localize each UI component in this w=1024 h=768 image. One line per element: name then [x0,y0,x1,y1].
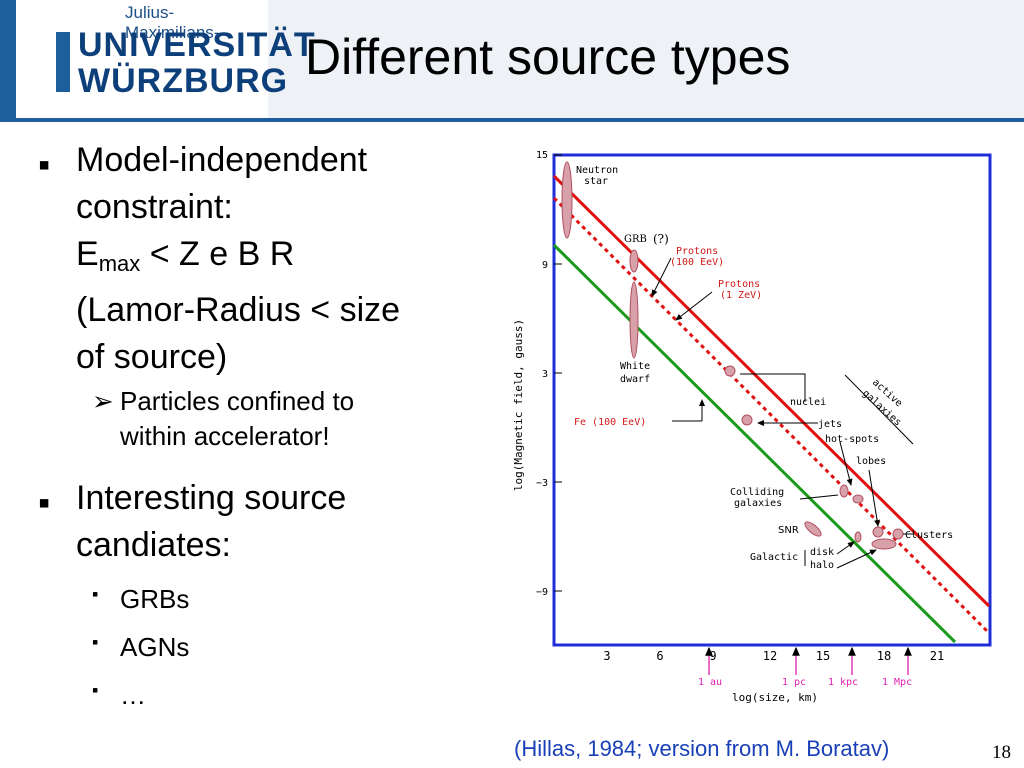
label-protons-1zev-energy: (1 ZeV) [720,290,762,301]
x-tick-label: 6 [656,649,663,663]
label-star: star [584,176,608,187]
y-tick-label: 9 [542,260,548,271]
x-tick-label: 21 [930,649,944,663]
bullet-marker: ▪ [38,146,51,184]
x-tick-label: 9 [709,649,716,663]
ellipse-clusters [892,528,904,540]
bullet-model-independent: Model-independent constraint: Emax < Z e… [76,137,476,381]
sub-bullet-item: GRBs [120,584,190,614]
scale-label-kpc: 1 kpc [828,677,858,688]
sub-bullet-line: within accelerator! [120,421,330,451]
university-logo: Julius-Maximilians- UNIVERSITÄT WÜRZBURG [16,0,315,118]
logo-small-text: Julius-Maximilians- [125,3,220,42]
annotation-lines [651,257,914,569]
label-protons-100eev: Protons [676,246,718,257]
ellipse-lobes [839,484,849,498]
label-fe: Fe (100 EeV) [574,417,646,428]
bullet-line: Model-independent [76,141,368,179]
square-bullet-marker: ▪ [92,632,99,652]
header-band [0,0,18,118]
ellipse-halo [871,538,897,550]
x-tick-label: 18 [877,649,891,663]
bullet-marker: ▪ [38,484,51,522]
scale-markers [705,646,912,675]
label-lobes: lobes [856,456,886,467]
label-grb-question: (?) [653,232,669,246]
x-axis-label: log(size, km) [732,691,818,704]
ellipse-disk [854,531,862,543]
label-protons-100eev-energy: (100 EeV) [670,257,724,268]
bullet-line: of source) [76,338,228,376]
label-galaxies: galaxies [734,498,782,509]
hillas-diagram: 15 9 3 −3 −9 3 6 9 12 15 18 21 log(Magne… [512,150,992,704]
square-bullet-marker: ▪ [92,680,99,700]
label-nuclei: nuclei [790,397,826,408]
sub-bullet-particles: Particles confined to within accelerator… [120,384,440,454]
plot-frame [552,153,992,647]
line-fe-100eev [552,243,957,644]
ellipse-white-dwarf [629,281,639,359]
ellipse-neutron-star [561,161,573,239]
line-labels: Protons (100 EeV) Protons (1 ZeV) Fe (10… [574,246,762,428]
label-jets: jets [818,419,842,430]
ellipse-nuclei [724,365,736,377]
figure-caption: (Hillas, 1984; version from M. Boratav) [514,736,890,761]
ellipse-snr [804,521,822,537]
x-ticks: 3 6 9 12 15 18 21 [603,649,944,663]
label-snr: SNR [778,525,799,536]
formula-rest: < Z e B R [140,235,295,273]
line-protons-1zev [552,174,991,608]
scale-label-pc: 1 pc [782,677,806,688]
y-axis-label: log(Magnetic field, gauss) [512,319,525,491]
sub-bullet-item: … [120,680,146,710]
page-number: 18 [992,742,1011,763]
label-clusters: Clusters [905,530,953,541]
scale-label-au: 1 au [698,677,722,688]
logo-line2: WÜRZBURG [78,62,289,100]
scale-labels: 1 au 1 pc 1 kpc 1 Mpc [698,677,912,688]
sub-bullet-line: Particles confined to [120,386,355,416]
bullet-line: (Lamor-Radius < size [76,291,401,329]
label-white: White [620,361,650,372]
x-tick-label: 15 [816,649,830,663]
y-tick-label: −3 [536,478,548,489]
arrow-bullet-marker: ➢ [92,386,114,416]
line-protons-100eev [552,196,991,635]
label-disk: disk [810,547,834,558]
formula-e: E [76,235,99,273]
label-grb: GRB [624,234,647,245]
ellipse-colliding [852,494,864,504]
x-tick-label: 3 [603,649,610,663]
label-protons-1zev: Protons [718,279,760,290]
label-galactic: Galactic [750,552,798,563]
source-ellipses [561,161,904,550]
label-neutron: Neutron [576,165,618,176]
logo-line1: UNIVERSITÄT [78,26,316,64]
ellipse-hot-spots [872,526,884,538]
bullet-line: constraint: [76,188,233,226]
sub-bullet-item: AGNs [120,632,190,662]
bullet-line: candiates: [76,526,231,564]
bullet-interesting-sources: Interesting source candiates: [76,475,476,569]
y-tick-label: 3 [542,369,548,380]
header: Julius-Maximilians- UNIVERSITÄT WÜRZBURG… [0,0,1024,118]
x-tick-label: 12 [763,649,777,663]
ellipse-grb [629,249,639,273]
bullet-line: Interesting source [76,479,347,517]
label-colliding: Colliding [730,487,784,498]
y-tick-label: −9 [536,587,548,598]
y-tick-label: 15 [536,150,548,161]
ellipse-jets [741,414,753,426]
slide-title: Different source types [305,29,791,85]
label-hot-spots: hot-spots [825,434,879,445]
logo-bar [56,32,70,92]
scale-label-mpc: 1 Mpc [882,677,912,688]
label-halo: halo [810,560,834,571]
label-dwarf: dwarf [620,374,650,385]
y-ticks: 15 9 3 −3 −9 [536,150,562,598]
formula-sub: max [98,251,141,276]
header-divider [0,118,1024,122]
square-bullet-marker: ▪ [92,584,99,604]
formula: Emax < Z e B R [76,231,476,287]
